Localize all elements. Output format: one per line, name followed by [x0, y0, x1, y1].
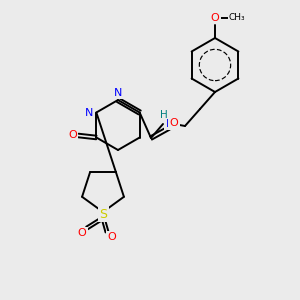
Text: N: N	[85, 107, 94, 118]
Text: O: O	[169, 118, 178, 128]
Text: O: O	[211, 13, 219, 23]
Text: O: O	[108, 232, 116, 242]
Text: S: S	[99, 208, 107, 220]
Text: N: N	[114, 88, 122, 98]
Text: N: N	[166, 119, 174, 129]
Text: O: O	[78, 228, 86, 238]
Text: O: O	[68, 130, 77, 140]
Text: CH₃: CH₃	[229, 14, 245, 22]
Text: H: H	[160, 110, 168, 120]
